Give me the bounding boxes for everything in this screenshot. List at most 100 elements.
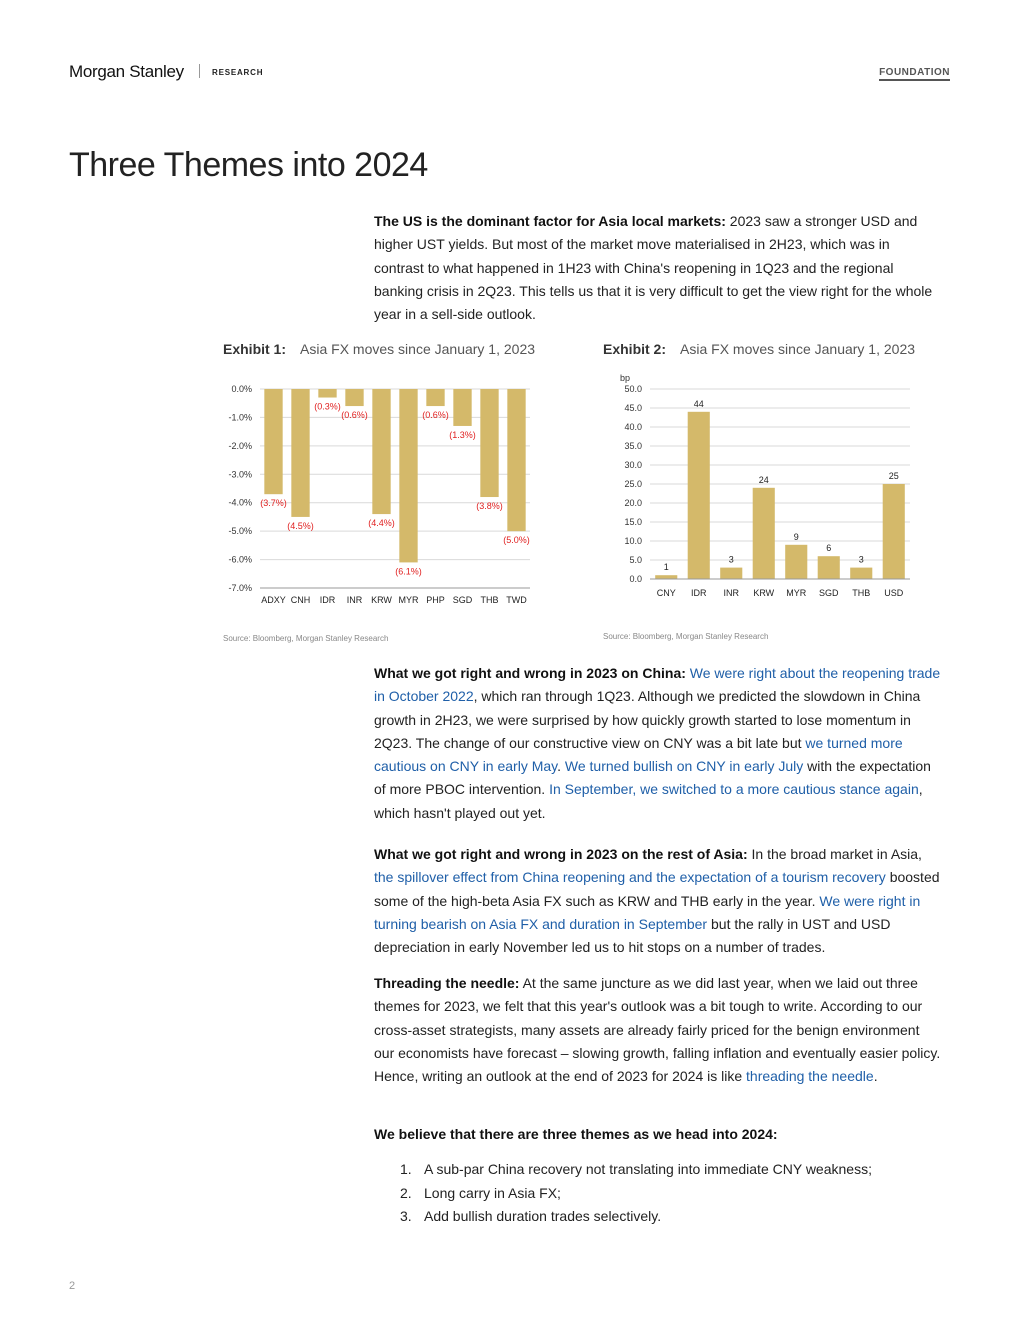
exhibit-1-ytick-label: -2.0% xyxy=(228,441,252,451)
exhibit-2-bar xyxy=(752,487,775,579)
list-item: 2. Long carry in Asia FX; xyxy=(400,1182,872,1206)
exhibit-1-category-label: MYR xyxy=(399,595,420,605)
exhibit-2-ytick-label: 25.0 xyxy=(624,479,642,489)
rest-asia-text-2: boosted some of the high-beta Asia FX su… xyxy=(374,869,940,909)
exhibit-2-ytick-label: 15.0 xyxy=(624,517,642,527)
list-item-number: 1. xyxy=(400,1161,412,1177)
china-text-4: with the expectation of more PBOC interv… xyxy=(374,758,931,798)
exhibit-1-ytick-label: 0.0% xyxy=(231,384,252,394)
themes-list: 1. A sub-par China recovery not translati… xyxy=(400,1158,872,1229)
exhibit-1-category-label: ADXY xyxy=(261,595,286,605)
exhibit-2-ytick-label: 0.0 xyxy=(629,574,642,584)
exhibit-2-data-label: 6 xyxy=(826,543,831,553)
exhibit-1-data-label: (0.3%) xyxy=(314,402,341,412)
exhibit-1-category-label: KRW xyxy=(371,595,392,605)
list-item-number: 3. xyxy=(400,1208,412,1225)
rest-asia-text-3: but the rally in UST and USD depreciatio… xyxy=(374,915,891,956)
link-bullish-cny-july[interactable]: We turned bullish on CNY in early July xyxy=(564,758,804,775)
exhibit-2-data-label: 1 xyxy=(664,562,669,572)
exhibit-1-caption: Asia FX moves since January 1, 2023 xyxy=(300,341,536,357)
exhibit-2-category-label: USD xyxy=(884,588,904,598)
list-item-text: A sub-par China recovery not translating… xyxy=(424,1161,872,1177)
exhibit-1-bar xyxy=(264,389,283,495)
exhibit-1-bar xyxy=(345,389,364,407)
exhibit-1-bar xyxy=(291,389,310,517)
exhibit-2-ylabel: bp xyxy=(620,373,630,383)
exhibit-1-bar xyxy=(507,389,526,532)
needle-lead: Threading the needle: xyxy=(374,975,520,991)
needle-paragraph: Threading the needle: At the same junctu… xyxy=(374,972,942,1088)
exhibit-2-ytick-label: 40.0 xyxy=(624,422,642,432)
exhibit-1-category-label: SGD xyxy=(453,595,473,605)
rest-asia-text-1: In the broad market in Asia, xyxy=(747,846,922,862)
exhibit-2-bar xyxy=(655,575,678,579)
brand-subtitle: RESEARCH xyxy=(212,68,264,77)
rest-asia-paragraph: What we got right and wrong in 2023 on t… xyxy=(374,843,942,959)
exhibit-1-data-label: (3.7%) xyxy=(260,498,287,508)
exhibit-2-ytick-label: 5.0 xyxy=(629,555,642,565)
list-item: 1. A sub-par China recovery not translati… xyxy=(400,1158,872,1182)
themes-heading-text: We believe that there are three themes a… xyxy=(374,1126,778,1142)
list-item-text: Add bullish duration trades selectively. xyxy=(424,1208,662,1225)
exhibit-1-category-label: INR xyxy=(347,595,363,605)
exhibit-2-ytick-label: 35.0 xyxy=(624,441,642,451)
exhibit-1-data-label: (1.3%) xyxy=(449,430,476,440)
exhibit-2-category-label: INR xyxy=(724,588,740,598)
china-text-5: , which hasn't played out yet. xyxy=(374,781,923,821)
exhibit-1-bar xyxy=(399,389,418,563)
exhibit-2-data-label: 24 xyxy=(759,475,769,485)
exhibit-1-category-label: IDR xyxy=(320,595,336,605)
exhibit-2-category-label: MYR xyxy=(786,588,807,598)
intro-paragraph: The US is the dominant factor for Asia l… xyxy=(374,210,942,326)
exhibit-2-title: Exhibit 2: Asia FX moves since January 1,… xyxy=(603,341,915,357)
exhibit-1-ytick-label: -3.0% xyxy=(228,469,252,479)
exhibit-2-category-label: IDR xyxy=(691,588,707,598)
exhibit-1-bar xyxy=(372,389,391,515)
exhibit-2-ytick-label: 30.0 xyxy=(624,460,642,470)
exhibit-1-title: Exhibit 1: Asia FX moves since January 1,… xyxy=(223,341,535,357)
exhibit-2-category-label: SGD xyxy=(819,588,839,598)
exhibit-1-category-label: PHP xyxy=(426,595,445,605)
exhibit-2-data-label: 9 xyxy=(794,532,799,542)
china-text-3: . xyxy=(557,758,565,775)
exhibit-2-caption: Asia FX moves since January 1, 2023 xyxy=(680,341,916,357)
exhibit-2-ytick-label: 45.0 xyxy=(624,403,642,413)
exhibit-2-ytick-label: 10.0 xyxy=(624,536,642,546)
link-cautious-september[interactable]: In September, we switched to a more caut… xyxy=(549,781,919,798)
exhibit-2-bar xyxy=(882,484,905,579)
exhibit-2-bar xyxy=(850,567,873,579)
exhibit-1-label: Exhibit 1: xyxy=(223,341,287,357)
exhibit-1-ytick-label: -7.0% xyxy=(228,583,252,593)
themes-heading: We believe that there are three themes a… xyxy=(374,1123,942,1146)
exhibit-1-bar xyxy=(318,389,337,398)
exhibit-1-category-label: THB xyxy=(481,595,499,605)
needle-text-1: At the same juncture as we did last year… xyxy=(374,975,941,1085)
intro-lead: The US is the dominant factor for Asia l… xyxy=(374,213,726,229)
exhibit-1-source: Source: Bloomberg, Morgan Stanley Resear… xyxy=(223,634,389,643)
link-reopening-trade[interactable]: We were right about the reopening trade … xyxy=(374,665,941,705)
exhibit-1-ytick-label: -6.0% xyxy=(228,555,252,565)
exhibit-2-ytick-label: 20.0 xyxy=(624,498,642,508)
link-threading-the-needle[interactable]: threading the needle xyxy=(746,1068,874,1085)
exhibit-1-bar xyxy=(480,389,499,498)
china-lead: What we got right and wrong in 2023 on C… xyxy=(374,665,686,681)
exhibit-2-data-label: 44 xyxy=(694,399,704,409)
list-item-number: 2. xyxy=(400,1184,412,1201)
exhibit-2-bar xyxy=(687,411,710,579)
exhibit-1-data-label: (6.1%) xyxy=(395,566,422,576)
list-item: 3. Add bullish duration trades selectivel… xyxy=(400,1205,872,1229)
page-title: Three Themes into 2024 xyxy=(69,146,428,184)
link-bearish-asia-fx[interactable]: We were right in turning bearish on Asia… xyxy=(374,892,921,932)
exhibit-1-chart: 0.0% -1.0% -2.0% -3.0% -4.0% -5.0% -6.0% -7.0% A… xyxy=(228,384,530,605)
china-text-2: , which ran through 1Q23. Although we pr… xyxy=(374,688,921,751)
exhibit-1-data-label: (0.6%) xyxy=(341,410,368,420)
series-label: FOUNDATION xyxy=(879,67,950,81)
list-item-text: Long carry in Asia FX; xyxy=(424,1184,561,1201)
exhibit-1-category-label: CNH xyxy=(291,595,311,605)
needle-text-2: . xyxy=(873,1068,878,1085)
link-spillover-effect[interactable]: the spillover effect from China reopenin… xyxy=(374,869,886,886)
rest-asia-lead: What we got right and wrong in 2023 on t… xyxy=(374,846,748,862)
link-cautious-cny-may[interactable]: we turned more cautious on CNY in early … xyxy=(374,734,903,775)
exhibit-1-data-label: (4.4%) xyxy=(368,518,395,528)
exhibit-1-data-label: (3.8%) xyxy=(476,501,503,511)
